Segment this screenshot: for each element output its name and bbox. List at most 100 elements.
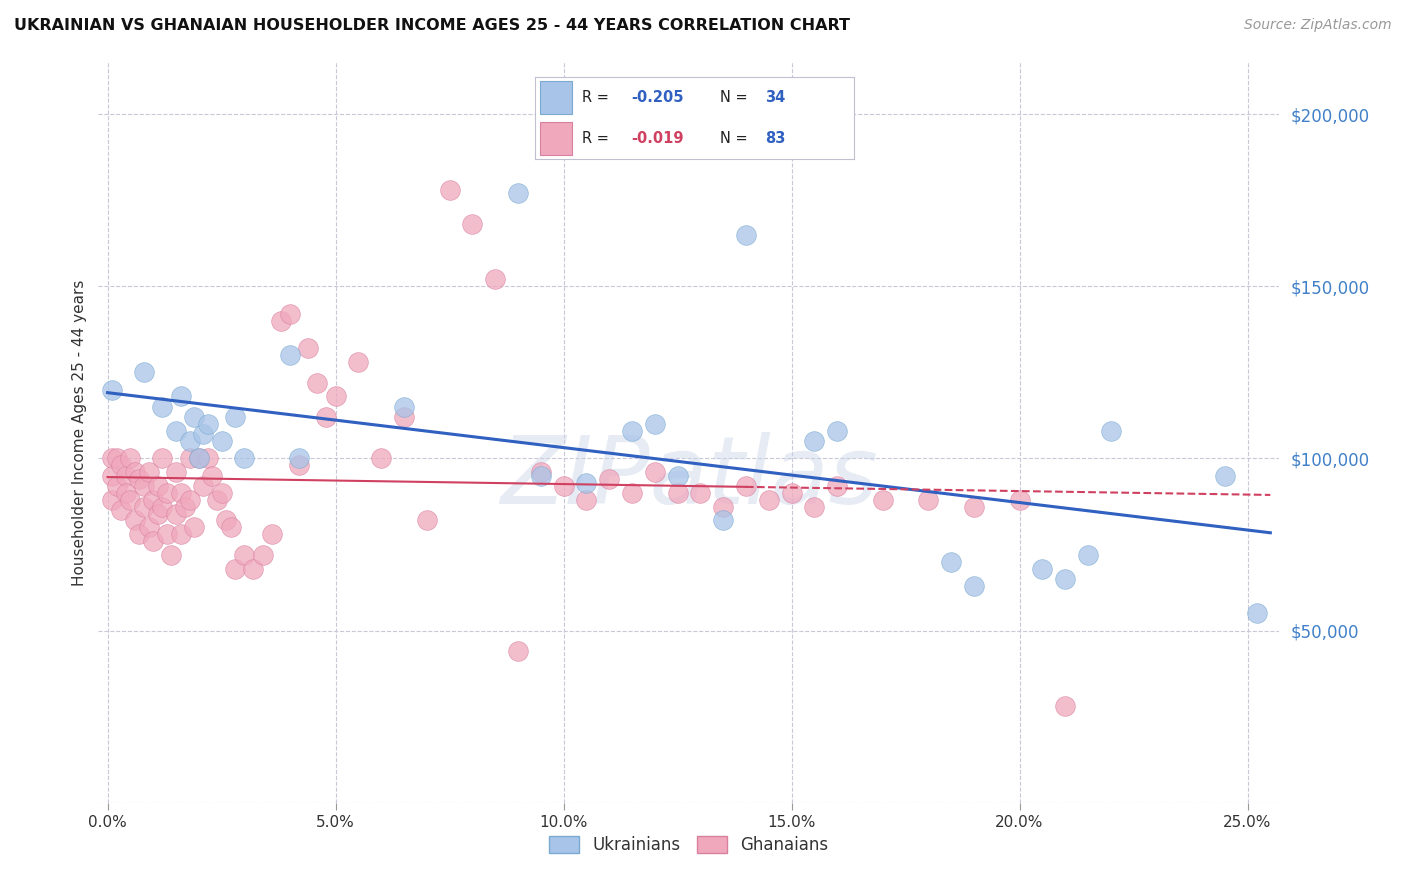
Point [917,492,939,507]
Point [219,520,242,534]
Point [530,468,553,483]
Point [193,427,215,442]
Point [939,555,962,569]
Point [179,451,201,466]
Point [270,314,292,328]
Point [179,434,201,449]
Point [142,534,165,549]
Point [197,451,219,466]
Point [138,465,160,479]
Point [183,410,205,425]
Point [506,644,529,658]
Point [735,227,758,242]
Point [215,513,238,527]
Point [120,451,142,466]
Point [347,355,370,369]
Point [132,479,155,493]
Point [169,486,191,500]
Point [803,434,825,449]
Point [132,365,155,379]
Point [758,492,780,507]
Point [201,468,224,483]
Point [101,492,124,507]
Point [211,486,233,500]
Point [132,500,155,514]
Point [711,500,734,514]
Point [370,451,392,466]
Point [160,548,183,562]
Point [101,468,124,483]
Point [128,527,150,541]
Point [439,183,461,197]
Point [620,424,643,438]
Point [506,186,529,201]
Point [1031,561,1053,575]
Point [278,307,301,321]
Point [179,492,201,507]
Point [110,458,132,473]
Point [150,451,173,466]
Point [142,492,165,507]
Point [1054,699,1077,714]
Point [711,513,734,527]
Point [530,465,553,479]
Point [780,486,803,500]
Point [620,486,643,500]
Point [105,479,128,493]
Point [110,503,132,517]
Point [183,520,205,534]
Point [124,465,146,479]
Point [233,451,256,466]
Point [1099,424,1122,438]
Point [101,451,124,466]
Point [392,410,415,425]
Point [252,548,274,562]
Y-axis label: Householder Income Ages 25 - 44 years: Householder Income Ages 25 - 44 years [72,279,87,586]
Text: UKRAINIAN VS GHANAIAN HOUSEHOLDER INCOME AGES 25 - 44 YEARS CORRELATION CHART: UKRAINIAN VS GHANAIAN HOUSEHOLDER INCOME… [14,18,851,33]
Point [169,527,191,541]
Text: ZIPatlas: ZIPatlas [501,432,877,523]
Point [288,458,311,473]
Point [392,400,415,414]
Point [963,579,986,593]
Point [205,492,228,507]
Point [666,468,689,483]
Point [174,500,197,514]
Point [187,451,209,466]
Point [644,417,666,431]
Point [575,475,598,490]
Point [233,548,256,562]
Point [689,486,711,500]
Point [224,561,246,575]
Point [260,527,283,541]
Point [197,417,219,431]
Point [416,513,439,527]
Point [1008,492,1031,507]
Point [120,492,142,507]
Point [735,479,758,493]
Point [825,424,848,438]
Point [128,472,150,486]
Point [825,479,848,493]
Point [101,383,124,397]
Point [297,341,319,355]
Point [114,468,136,483]
Point [872,492,894,507]
Point [165,424,187,438]
Point [242,561,264,575]
Point [138,520,160,534]
Point [114,486,136,500]
Point [124,513,146,527]
Point [598,472,620,486]
Point [666,486,689,500]
Point [963,500,986,514]
Point [211,434,233,449]
Point [484,272,506,286]
Text: Source: ZipAtlas.com: Source: ZipAtlas.com [1244,18,1392,32]
Point [224,410,246,425]
Point [644,465,666,479]
Point [288,451,311,466]
Point [169,389,191,403]
Point [150,500,173,514]
Point [553,479,575,493]
